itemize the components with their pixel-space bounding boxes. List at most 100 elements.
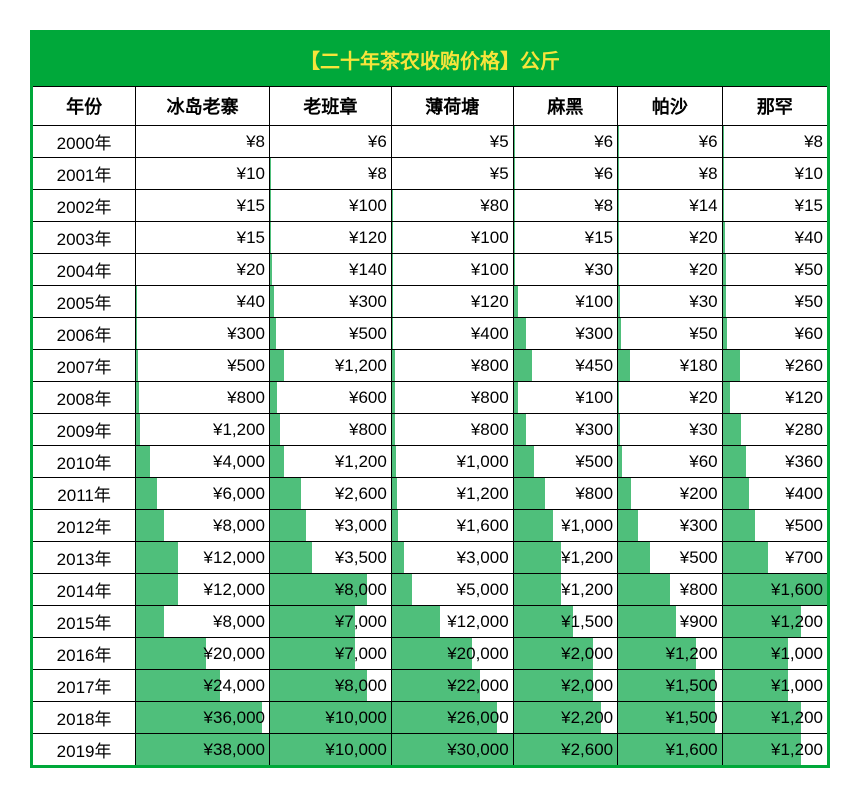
value-cell: ¥14 xyxy=(618,190,722,222)
value-cell: ¥6 xyxy=(513,158,617,190)
value-cell: ¥300 xyxy=(618,510,722,542)
value-cell: ¥1,200 xyxy=(618,638,722,670)
value-text: ¥7,000 xyxy=(270,609,391,635)
year-cell: 2003年 xyxy=(32,222,136,254)
value-text: ¥8 xyxy=(514,193,617,219)
table-row: 2009年¥1,200¥800¥800¥300¥30¥280 xyxy=(32,414,829,446)
value-cell: ¥120 xyxy=(391,286,513,318)
value-cell: ¥50 xyxy=(722,286,828,318)
value-cell: ¥180 xyxy=(618,350,722,382)
value-cell: ¥100 xyxy=(513,286,617,318)
value-text: ¥60 xyxy=(723,321,827,347)
value-cell: ¥12,000 xyxy=(136,542,270,574)
value-cell: ¥140 xyxy=(270,254,392,286)
value-text: ¥100 xyxy=(514,385,617,411)
year-cell: 2014年 xyxy=(32,574,136,606)
value-text: ¥1,000 xyxy=(392,449,513,475)
value-cell: ¥300 xyxy=(270,286,392,318)
value-text: ¥400 xyxy=(723,481,827,507)
value-cell: ¥300 xyxy=(513,414,617,446)
value-cell: ¥60 xyxy=(618,446,722,478)
table-title: 【二十年茶农收购价格】公斤 xyxy=(32,32,829,87)
value-text: ¥100 xyxy=(392,257,513,283)
value-cell: ¥6 xyxy=(270,126,392,158)
value-text: ¥8 xyxy=(723,129,827,155)
year-cell: 2019年 xyxy=(32,734,136,767)
value-cell: ¥12,000 xyxy=(136,574,270,606)
value-text: ¥450 xyxy=(514,353,617,379)
value-text: ¥36,000 xyxy=(136,705,269,731)
value-text: ¥300 xyxy=(618,513,721,539)
value-text: ¥20 xyxy=(618,385,721,411)
value-text: ¥360 xyxy=(723,449,827,475)
value-text: ¥60 xyxy=(618,449,721,475)
value-cell: ¥5 xyxy=(391,126,513,158)
value-cell: ¥500 xyxy=(722,510,828,542)
value-text: ¥180 xyxy=(618,353,721,379)
value-text: ¥22,000 xyxy=(392,673,513,699)
value-cell: ¥80 xyxy=(391,190,513,222)
value-cell: ¥120 xyxy=(270,222,392,254)
table-row: 2011年¥6,000¥2,600¥1,200¥800¥200¥400 xyxy=(32,478,829,510)
value-cell: ¥7,000 xyxy=(270,638,392,670)
price-table: 【二十年茶农收购价格】公斤 年份冰岛老寨老班章薄荷塘麻黑帕沙那罕 2000年¥8… xyxy=(30,30,830,768)
value-text: ¥500 xyxy=(270,321,391,347)
value-text: ¥120 xyxy=(270,225,391,251)
value-text: ¥120 xyxy=(723,385,827,411)
value-text: ¥1,600 xyxy=(723,577,827,603)
value-text: ¥30 xyxy=(514,257,617,283)
value-text: ¥7,000 xyxy=(270,641,391,667)
value-text: ¥8,000 xyxy=(136,513,269,539)
value-text: ¥40 xyxy=(136,289,269,315)
value-cell: ¥40 xyxy=(136,286,270,318)
value-text: ¥2,000 xyxy=(514,641,617,667)
value-cell: ¥1,500 xyxy=(618,702,722,734)
value-text: ¥6 xyxy=(514,129,617,155)
table-header-row: 年份冰岛老寨老班章薄荷塘麻黑帕沙那罕 xyxy=(32,87,829,126)
value-cell: ¥30 xyxy=(513,254,617,286)
value-text: ¥2,000 xyxy=(514,673,617,699)
value-cell: ¥1,000 xyxy=(722,638,828,670)
value-text: ¥300 xyxy=(270,289,391,315)
value-cell: ¥1,200 xyxy=(513,574,617,606)
value-cell: ¥8,000 xyxy=(270,670,392,702)
value-cell: ¥2,000 xyxy=(513,638,617,670)
value-cell: ¥20 xyxy=(618,254,722,286)
value-cell: ¥900 xyxy=(618,606,722,638)
value-cell: ¥8 xyxy=(270,158,392,190)
year-cell: 2016年 xyxy=(32,638,136,670)
year-cell: 2002年 xyxy=(32,190,136,222)
table-row: 2004年¥20¥140¥100¥30¥20¥50 xyxy=(32,254,829,286)
value-text: ¥8,000 xyxy=(136,609,269,635)
year-cell: 2015年 xyxy=(32,606,136,638)
table-row: 2010年¥4,000¥1,200¥1,000¥500¥60¥360 xyxy=(32,446,829,478)
value-cell: ¥8,000 xyxy=(136,606,270,638)
value-text: ¥20 xyxy=(618,257,721,283)
value-cell: ¥400 xyxy=(722,478,828,510)
year-cell: 2013年 xyxy=(32,542,136,574)
value-text: ¥24,000 xyxy=(136,673,269,699)
value-cell: ¥30,000 xyxy=(391,734,513,767)
value-cell: ¥8 xyxy=(618,158,722,190)
value-text: ¥300 xyxy=(514,417,617,443)
value-cell: ¥5,000 xyxy=(391,574,513,606)
value-cell: ¥2,000 xyxy=(513,670,617,702)
year-cell: 2005年 xyxy=(32,286,136,318)
value-text: ¥900 xyxy=(618,609,721,635)
value-text: ¥3,000 xyxy=(392,545,513,571)
value-cell: ¥1,200 xyxy=(270,350,392,382)
table-row: 2016年¥20,000¥7,000¥20,000¥2,000¥1,200¥1,… xyxy=(32,638,829,670)
value-cell: ¥3,500 xyxy=(270,542,392,574)
value-text: ¥12,000 xyxy=(136,545,269,571)
table-row: 2002年¥15¥100¥80¥8¥14¥15 xyxy=(32,190,829,222)
value-text: ¥14 xyxy=(618,193,721,219)
value-cell: ¥450 xyxy=(513,350,617,382)
value-text: ¥120 xyxy=(392,289,513,315)
value-cell: ¥15 xyxy=(136,222,270,254)
year-cell: 2006年 xyxy=(32,318,136,350)
value-cell: ¥20 xyxy=(136,254,270,286)
value-text: ¥800 xyxy=(392,385,513,411)
value-text: ¥20,000 xyxy=(136,641,269,667)
value-text: ¥1,200 xyxy=(618,641,721,667)
value-cell: ¥8,000 xyxy=(270,574,392,606)
